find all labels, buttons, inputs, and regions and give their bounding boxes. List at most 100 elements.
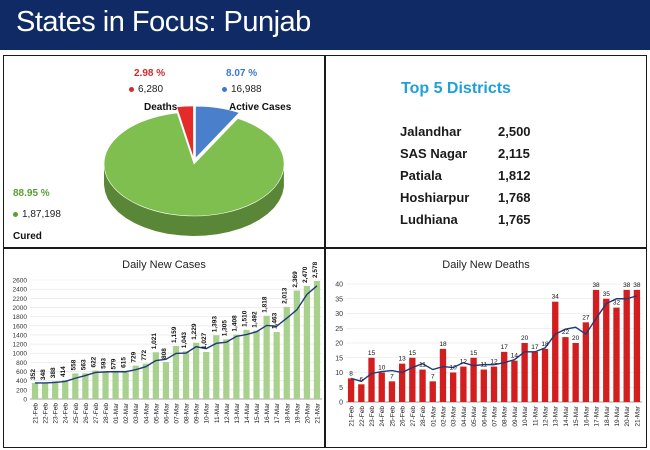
bar — [162, 362, 170, 399]
x-tick-label: 16-Mar — [264, 402, 271, 423]
bar — [112, 372, 119, 399]
x-tick-label: 03-Mar — [451, 405, 458, 426]
x-tick-label: 10-Mar — [204, 402, 211, 423]
active-pie-slice — [195, 105, 240, 159]
bar — [562, 337, 569, 402]
x-tick-label: 02-Mar — [123, 402, 130, 423]
bar — [152, 352, 159, 399]
data-label: 38 — [592, 282, 600, 289]
cured-label: Cured — [13, 231, 42, 242]
x-tick-label: 26-Feb — [400, 406, 407, 427]
header-bar: States in Focus: Punjab — [0, 0, 650, 50]
data-label: 1,229 — [191, 323, 198, 340]
x-tick-label: 01-Mar — [113, 402, 120, 423]
data-label: 1,463 — [272, 312, 279, 329]
district-value: 1,812 — [498, 168, 531, 183]
bar — [313, 281, 321, 399]
bar — [72, 373, 79, 399]
x-tick-label: 15-Mar — [573, 405, 580, 426]
y-tick-label: 200 — [16, 387, 27, 394]
x-tick-label: 05-Mar — [471, 405, 478, 426]
y-tick-label: 20 — [335, 341, 343, 348]
data-label: 2,013 — [282, 287, 289, 304]
data-label: 1,021 — [151, 333, 158, 350]
trend-line — [350, 295, 638, 383]
data-label: 1,393 — [211, 316, 218, 333]
x-tick-label: 17-Mar — [594, 405, 601, 426]
bar — [52, 381, 59, 399]
bar — [263, 315, 270, 399]
x-tick-label: 12-Mar — [543, 405, 550, 426]
cured-count: 1,87,198 — [22, 209, 61, 220]
bar — [592, 289, 600, 402]
cured-dot-icon — [13, 211, 18, 217]
data-label: 35 — [603, 291, 611, 298]
bar — [521, 343, 528, 402]
x-tick-label: 19-Mar — [614, 405, 621, 426]
y-tick-label: 1000 — [13, 351, 28, 358]
y-tick-label: 0 — [23, 397, 27, 404]
data-label: 1,492 — [252, 311, 259, 328]
x-tick-label: 18-Mar — [284, 402, 291, 423]
y-tick-label: 0 — [339, 400, 343, 407]
bar — [450, 372, 457, 402]
data-label: 388 — [50, 367, 57, 378]
x-tick-label: 10-Mar — [522, 405, 529, 426]
deaths-count-row: 6,280 — [129, 84, 163, 95]
x-tick-label: 04-Mar — [461, 405, 468, 426]
x-tick-label: 01-Mar — [430, 405, 437, 426]
data-label: 352 — [30, 369, 37, 380]
x-tick-label: 20-Mar — [624, 405, 631, 426]
data-label: 20 — [572, 335, 580, 342]
x-tick-label: 26-Feb — [83, 403, 90, 424]
cases-chart-title: Daily New Cases — [122, 259, 206, 271]
district-name: Patiala — [400, 168, 442, 183]
deaths-chart: 0510152025303540861510713151171810121511… — [335, 282, 642, 427]
x-tick-label: 14-Mar — [563, 405, 570, 426]
data-label: 1,027 — [201, 332, 208, 349]
data-label: 808 — [161, 348, 168, 359]
x-tick-label: 24-Feb — [63, 403, 70, 424]
deaths-count: 6,280 — [138, 84, 164, 95]
y-tick-label: 35 — [335, 296, 343, 303]
data-label: 615 — [121, 357, 128, 368]
pie-chart — [103, 105, 285, 236]
page-title: States in Focus: Punjab — [16, 6, 311, 38]
x-tick-label: 07-Mar — [492, 405, 499, 426]
y-tick-label: 40 — [335, 282, 343, 289]
deaths-chart-title: Daily New Deaths — [442, 259, 530, 271]
trend-line — [35, 285, 318, 384]
data-label: 11 — [419, 362, 426, 369]
x-tick-label: 14-Mar — [244, 402, 251, 423]
x-tick-label: 21-Mar — [314, 402, 321, 423]
bar — [419, 369, 426, 402]
x-tick-label: 22-Feb — [43, 403, 50, 424]
district-row: Ludhiana 1,765 — [400, 212, 570, 232]
bar — [490, 366, 498, 402]
data-label: 622 — [90, 356, 97, 367]
data-label: 10 — [378, 365, 386, 372]
active-count-row: 16,988 — [222, 84, 262, 95]
x-tick-label: 16-Mar — [583, 405, 590, 426]
y-tick-label: 2200 — [13, 296, 28, 303]
bar — [142, 363, 149, 399]
y-tick-label: 2400 — [13, 287, 28, 294]
x-tick-label: 22-Feb — [359, 406, 366, 427]
data-label: 18 — [439, 341, 447, 348]
y-tick-label: 30 — [335, 311, 343, 318]
district-name: Jalandhar — [400, 124, 462, 139]
data-label: 7 — [390, 373, 394, 380]
data-label: 8 — [349, 370, 353, 377]
data-label: 1,408 — [231, 315, 238, 332]
district-row: SAS Nagar 2,115 — [400, 146, 570, 166]
active-count: 16,988 — [231, 84, 262, 95]
data-label: 32 — [613, 300, 621, 307]
data-label: 22 — [562, 329, 570, 336]
x-tick-label: 09-Mar — [512, 405, 519, 426]
bar — [460, 366, 467, 402]
bar — [603, 298, 610, 402]
y-tick-label: 10 — [335, 370, 343, 377]
bar — [531, 351, 538, 402]
pie-panel: 2.98 % 6,280 Deaths 8.07 % 16,988 Active… — [3, 55, 325, 248]
y-tick-label: 1600 — [13, 323, 28, 330]
